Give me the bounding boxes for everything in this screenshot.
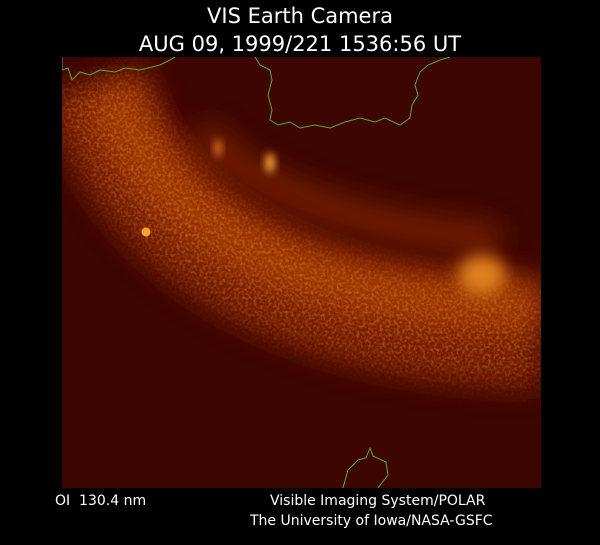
credit: The University of Iowa/NASA-GSFC: [249, 513, 493, 529]
aurora-bright-spot: [458, 255, 506, 295]
aurora-bright-spot: [265, 153, 275, 173]
credit: Visible Imaging System/POLAR: [270, 493, 486, 509]
image-frame: [62, 57, 541, 488]
coastline: [62, 57, 176, 81]
coastline: [342, 446, 389, 488]
title: VIS Earth Camera: [207, 4, 393, 28]
star: [141, 227, 151, 237]
coastlines: [62, 57, 451, 488]
filter-label: OI 130.4 nm: [55, 493, 146, 509]
aurora-bright-spot: [214, 139, 222, 157]
timestamp: AUG 09, 1999/221 1536:56 UT: [139, 32, 461, 56]
coastline: [254, 57, 451, 129]
